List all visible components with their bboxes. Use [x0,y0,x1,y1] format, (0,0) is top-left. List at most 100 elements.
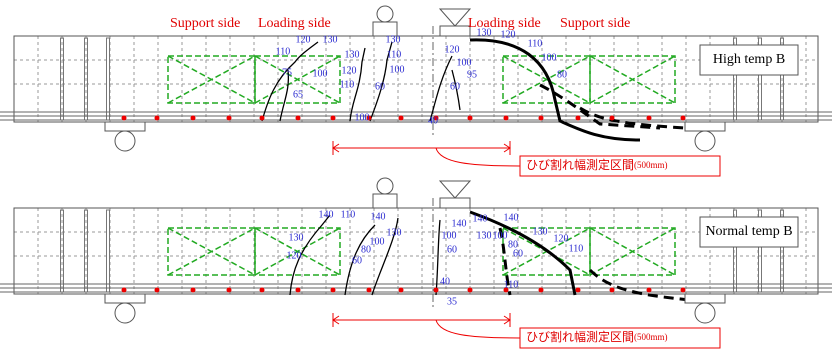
gauge-point [331,116,336,121]
measure-text: ひび割れ幅測定区間 [526,329,634,344]
gauge-point [610,288,615,293]
beam-tag: Normal temp B [705,224,792,239]
crack-label: 100 [370,236,385,247]
support-roller [695,131,715,151]
diagram: 1201301107510065130120110130110100601201… [0,0,832,351]
crack-label: 130 [323,34,338,45]
gauge-point [576,116,581,121]
crack-label: 95 [467,69,477,80]
top-beam: 1201301107510065130120110130110100601201… [0,6,832,176]
gauge-point [367,288,372,293]
crack-label: 130 [289,232,304,243]
load-roller [377,6,393,22]
gauge-point [468,116,473,121]
strut-x [168,228,255,275]
crack-label: 110 [387,49,402,60]
crack-label: 110 [569,243,584,254]
crack-label: 110 [276,46,291,57]
crack-label: 130 [345,49,360,60]
crack-label: 100 [442,230,457,241]
crack-label: 120 [445,44,460,55]
gauge-point [155,116,160,121]
crack-label: 110 [504,279,519,290]
crack-label: 60 [450,81,460,92]
load-roller [377,178,393,194]
support-plate [105,122,145,131]
crack-label: 140 [319,209,334,220]
side-label: Loading side [468,16,541,31]
crack-label: 130 [533,226,548,237]
load-plate [440,198,470,208]
load-plate [440,26,470,36]
gauge-point [260,288,265,293]
crack-label: 140 [452,218,467,229]
crack-label: 140 [473,213,488,224]
crack-label: 75 [282,67,292,78]
crack-label: 80 [557,69,567,80]
gauge-point [296,116,301,121]
gauge-point [539,288,544,293]
crack-label: 100 [390,64,405,75]
crack-label: 130 [386,34,401,45]
gauge-point [122,288,127,293]
crack-label: 110 [341,209,356,220]
gauge-point [399,116,404,121]
gauge-point [610,116,615,121]
gauge-point [296,288,301,293]
support-plate [105,294,145,303]
gauge-point [576,288,581,293]
crack-label: 65 [293,89,303,100]
gauge-point [681,288,686,293]
crack-label: 120 [554,233,569,244]
crack-label: 130 [477,230,492,241]
beam [14,36,818,122]
crack-label: 40 [428,115,438,126]
stirrup [107,210,110,292]
side-label: Loading side [258,16,331,31]
side-label: Support side [560,16,630,31]
gauge-point [191,116,196,121]
beam-tag: High temp B [713,52,785,67]
crack-label: 100 [493,230,508,241]
crack-label: 140 [371,211,386,222]
measure-arrow [333,141,510,155]
gauge-point [260,116,265,121]
gauge-point [647,116,652,121]
crack-label: 120 [342,65,357,76]
crack-label: 35 [447,296,457,307]
crack-label: 80 [361,244,371,255]
support-roller [695,303,715,323]
gauge-point [227,116,232,121]
gauge-point [504,116,509,121]
measure-text: ひび割れ幅測定区間 [526,157,634,172]
gauge-point [227,288,232,293]
gauge-point [647,288,652,293]
crack-label: 100 [542,52,557,63]
load-plate [373,194,397,208]
crack-label: 60 [352,255,362,266]
gauge-point [191,288,196,293]
load-pin [440,181,470,198]
beam [14,208,818,294]
gauge-point [468,288,473,293]
leader [436,320,520,338]
measure-unit: (500mm) [634,160,668,170]
crack-label: 110 [528,38,543,49]
support-roller [115,131,135,151]
crack-label: 140 [504,212,519,223]
crack-label: 120 [287,250,302,261]
gauge-point [434,288,439,293]
measure-arrow [333,313,510,327]
crack-label: 60 [375,81,385,92]
crack-label: 40 [440,276,450,287]
gauge-point [122,116,127,121]
load-pin [440,9,470,26]
crack-label: 110 [340,79,355,90]
gauge-point [399,288,404,293]
side-label: Support side [170,16,240,31]
support-plate [685,294,725,303]
crack-label: 130 [387,227,402,238]
measure-unit: (500mm) [634,332,668,342]
support-roller [115,303,135,323]
